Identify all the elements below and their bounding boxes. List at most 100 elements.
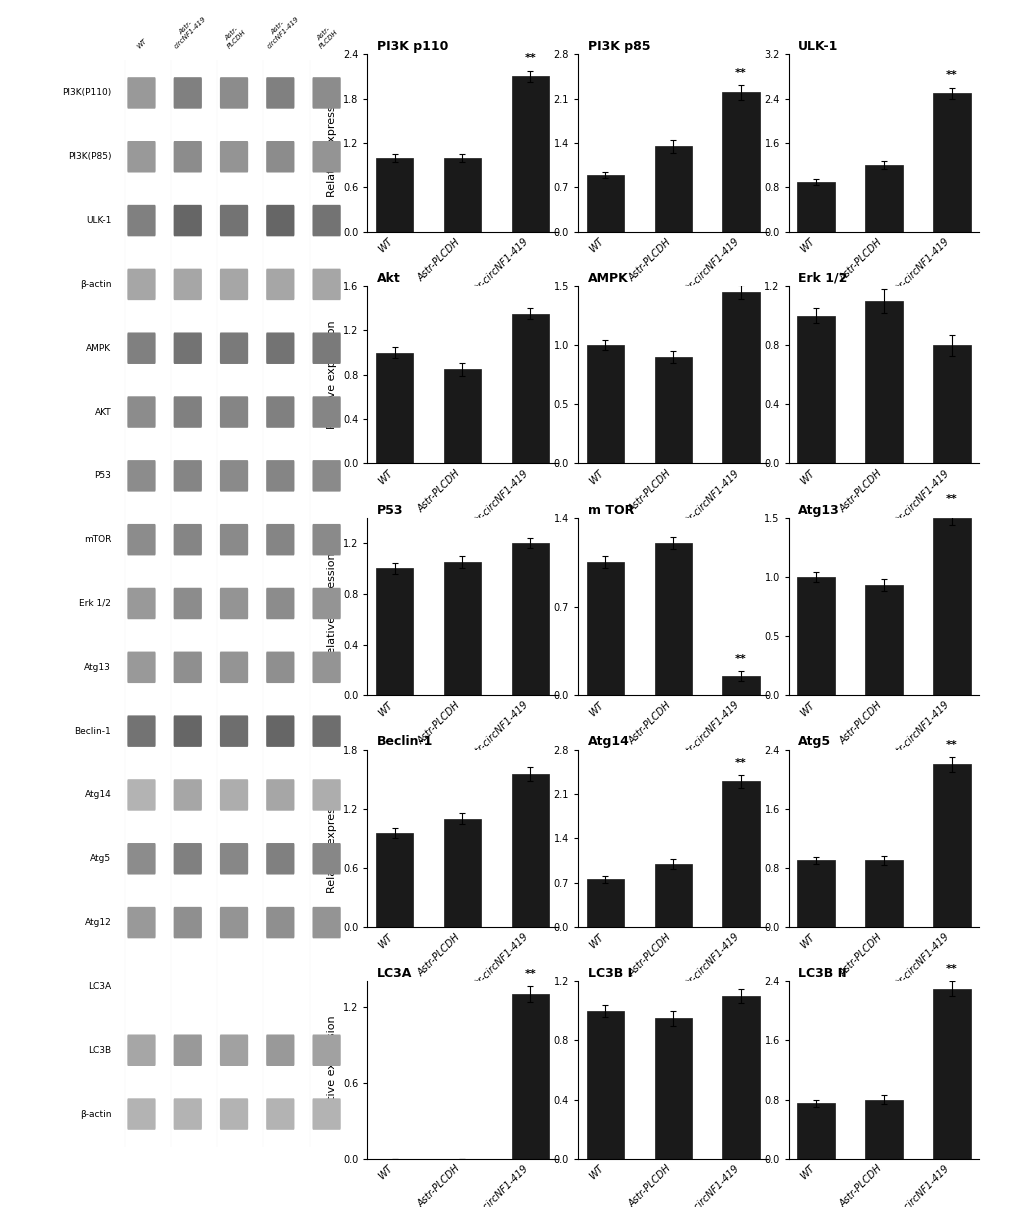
FancyBboxPatch shape: [127, 269, 156, 301]
Bar: [932, 93, 970, 232]
Bar: [864, 861, 902, 927]
FancyBboxPatch shape: [312, 77, 340, 109]
Bar: [443, 818, 481, 927]
FancyBboxPatch shape: [173, 524, 202, 555]
Text: LC3B I: LC3B I: [587, 967, 631, 980]
Text: **: **: [735, 68, 746, 77]
Bar: [512, 774, 548, 927]
FancyBboxPatch shape: [312, 141, 340, 173]
Text: PI3K(P85): PI3K(P85): [67, 152, 111, 162]
Text: Atg13: Atg13: [85, 663, 111, 672]
FancyBboxPatch shape: [220, 396, 248, 427]
FancyBboxPatch shape: [220, 906, 248, 938]
FancyBboxPatch shape: [220, 269, 248, 301]
Bar: [443, 158, 481, 232]
FancyBboxPatch shape: [127, 842, 156, 875]
FancyBboxPatch shape: [173, 396, 202, 427]
Text: Atg5: Atg5: [798, 735, 830, 748]
FancyBboxPatch shape: [173, 141, 202, 173]
FancyBboxPatch shape: [266, 1098, 294, 1130]
Text: PI3K(P110): PI3K(P110): [62, 88, 111, 98]
FancyBboxPatch shape: [266, 780, 294, 811]
FancyBboxPatch shape: [173, 205, 202, 237]
Bar: [932, 764, 970, 927]
Bar: [512, 76, 548, 232]
FancyBboxPatch shape: [173, 460, 202, 491]
Text: Erk 1/2: Erk 1/2: [79, 599, 111, 608]
FancyBboxPatch shape: [266, 1034, 294, 1066]
Y-axis label: Relative expression: Relative expression: [327, 785, 337, 892]
Bar: [586, 1010, 624, 1159]
Bar: [512, 314, 548, 463]
Bar: [375, 352, 413, 463]
Y-axis label: Relative expression: Relative expression: [327, 321, 337, 428]
Text: Astr-
PLCDH: Astr- PLCDH: [314, 24, 339, 49]
Text: Beclin-1: Beclin-1: [376, 735, 433, 748]
FancyBboxPatch shape: [312, 906, 340, 938]
FancyBboxPatch shape: [220, 1034, 248, 1066]
FancyBboxPatch shape: [266, 716, 294, 747]
FancyBboxPatch shape: [312, 588, 340, 619]
FancyBboxPatch shape: [312, 205, 340, 237]
Text: LC3A: LC3A: [376, 967, 412, 980]
FancyBboxPatch shape: [173, 1098, 202, 1130]
FancyBboxPatch shape: [127, 906, 156, 938]
Text: P53: P53: [376, 503, 403, 517]
Bar: [375, 158, 413, 232]
Bar: [586, 175, 624, 232]
Bar: [932, 345, 970, 463]
FancyBboxPatch shape: [266, 77, 294, 109]
Bar: [375, 833, 413, 927]
Text: Atg14: Atg14: [85, 791, 111, 799]
FancyBboxPatch shape: [312, 842, 340, 875]
FancyBboxPatch shape: [266, 205, 294, 237]
FancyBboxPatch shape: [220, 460, 248, 491]
FancyBboxPatch shape: [127, 1034, 156, 1066]
Bar: [721, 996, 759, 1159]
Text: mTOR: mTOR: [84, 535, 111, 544]
Text: Atg12: Atg12: [85, 919, 111, 927]
FancyBboxPatch shape: [173, 588, 202, 619]
FancyBboxPatch shape: [127, 396, 156, 427]
FancyBboxPatch shape: [127, 588, 156, 619]
Text: ULK-1: ULK-1: [798, 40, 838, 53]
Text: β-actin: β-actin: [79, 280, 111, 288]
Text: **: **: [945, 494, 957, 503]
Bar: [654, 357, 691, 463]
FancyBboxPatch shape: [127, 460, 156, 491]
FancyBboxPatch shape: [173, 1034, 202, 1066]
FancyBboxPatch shape: [127, 332, 156, 365]
FancyBboxPatch shape: [266, 842, 294, 875]
FancyBboxPatch shape: [220, 652, 248, 683]
FancyBboxPatch shape: [173, 332, 202, 365]
Bar: [586, 345, 624, 463]
Bar: [932, 518, 970, 695]
Text: **: **: [945, 964, 957, 974]
Y-axis label: Relative expression: Relative expression: [327, 553, 337, 660]
Bar: [654, 543, 691, 695]
Text: **: **: [735, 654, 746, 664]
Text: Akt: Akt: [376, 272, 400, 285]
Bar: [864, 585, 902, 695]
FancyBboxPatch shape: [127, 1098, 156, 1130]
Text: LC3B: LC3B: [88, 1045, 111, 1055]
Bar: [586, 562, 624, 695]
FancyBboxPatch shape: [266, 906, 294, 938]
FancyBboxPatch shape: [266, 269, 294, 301]
Text: PI3K p85: PI3K p85: [587, 40, 649, 53]
Bar: [654, 146, 691, 232]
Bar: [797, 182, 834, 232]
FancyBboxPatch shape: [266, 524, 294, 555]
FancyBboxPatch shape: [312, 652, 340, 683]
Y-axis label: Relative expression: Relative expression: [327, 89, 337, 197]
Bar: [512, 543, 548, 695]
Text: **: **: [735, 758, 746, 768]
Text: **: **: [524, 969, 536, 979]
FancyBboxPatch shape: [220, 780, 248, 811]
Bar: [721, 781, 759, 927]
FancyBboxPatch shape: [220, 1098, 248, 1130]
Bar: [512, 993, 548, 1159]
FancyBboxPatch shape: [312, 396, 340, 427]
Bar: [797, 577, 834, 695]
FancyBboxPatch shape: [312, 332, 340, 365]
